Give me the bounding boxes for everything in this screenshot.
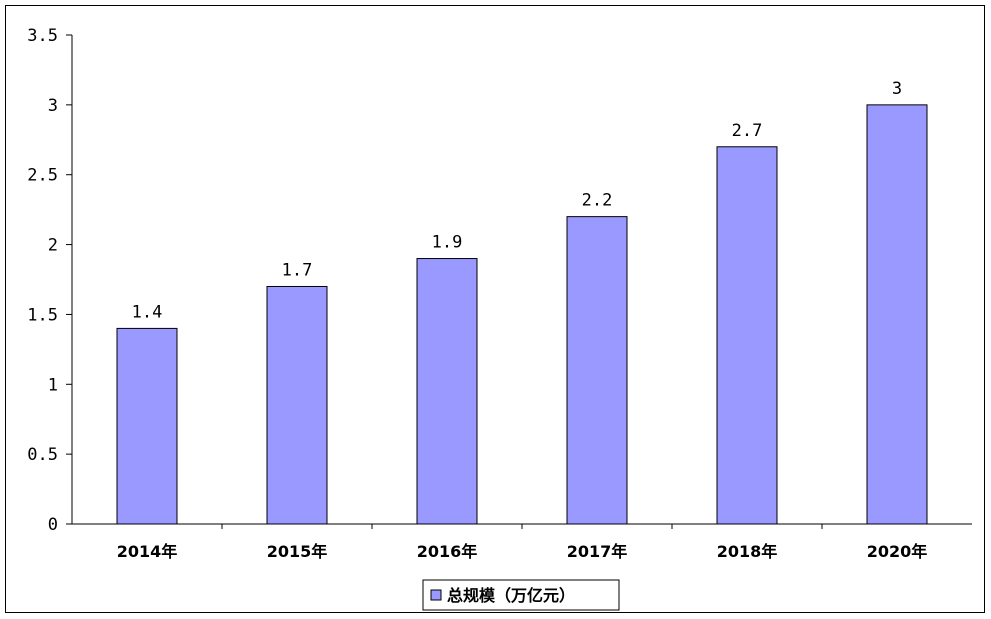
x-tick-label: 2018年 [717,542,778,561]
x-tick-label: 2020年 [867,542,928,561]
bar [716,146,778,525]
bar [116,327,178,525]
y-tick-label: 2.5 [27,166,58,186]
y-tick-label: 1 [48,375,58,395]
data-label: 3 [892,79,902,99]
x-tick-label: 2016年 [417,542,478,561]
bar [266,285,328,525]
legend-swatch [430,589,442,601]
data-label: 1.4 [132,302,163,322]
bar [416,258,478,525]
y-tick-label: 0 [48,515,58,535]
data-label: 1.9 [432,233,463,253]
x-tick-label: 2014年 [117,542,178,561]
data-label: 2.7 [732,121,763,141]
x-tick-label: 2017年 [567,542,628,561]
data-label: 2.2 [582,191,613,211]
data-label: 1.7 [282,260,313,280]
y-tick-label: 3.5 [27,26,58,46]
legend-label: 总规模（万亿元） [447,586,575,605]
y-tick-label: 1.5 [27,305,58,325]
x-tick-label: 2015年 [267,542,328,561]
legend-box [422,579,620,611]
y-tick-label: 2 [48,236,58,256]
bar [566,216,628,525]
y-tick-label: 3 [48,96,58,116]
bar [866,104,928,525]
y-tick-label: 0.5 [27,445,58,465]
